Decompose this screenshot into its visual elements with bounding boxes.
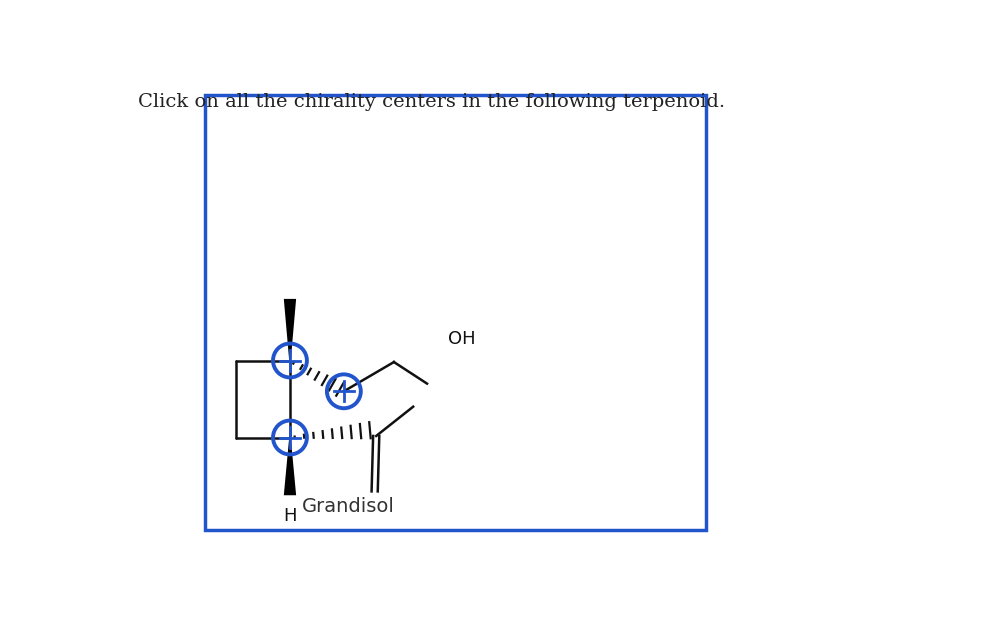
Polygon shape [284, 437, 296, 495]
Text: Grandisol: Grandisol [302, 497, 394, 517]
Text: H: H [284, 507, 297, 525]
Polygon shape [284, 299, 296, 360]
Text: OH: OH [448, 330, 476, 348]
Text: Click on all the chirality centers in the following terpenoid.: Click on all the chirality centers in th… [138, 93, 724, 110]
